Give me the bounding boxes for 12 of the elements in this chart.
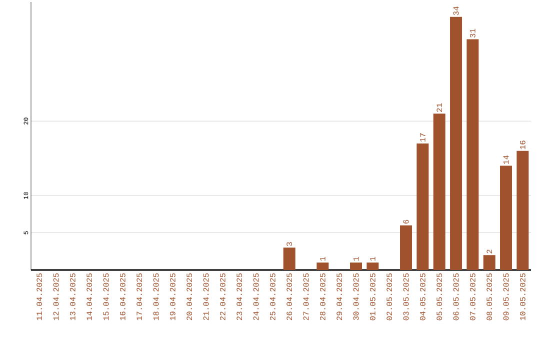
bar bbox=[366, 262, 379, 270]
bar bbox=[433, 114, 446, 270]
bar bbox=[416, 143, 429, 270]
bar bbox=[516, 150, 529, 270]
bar bbox=[350, 262, 362, 270]
bar bbox=[283, 248, 296, 270]
bar bbox=[316, 262, 329, 270]
bar bbox=[400, 225, 412, 270]
bar bbox=[450, 16, 462, 270]
bar bbox=[483, 255, 496, 270]
bar bbox=[466, 39, 479, 270]
bar bbox=[500, 166, 512, 270]
